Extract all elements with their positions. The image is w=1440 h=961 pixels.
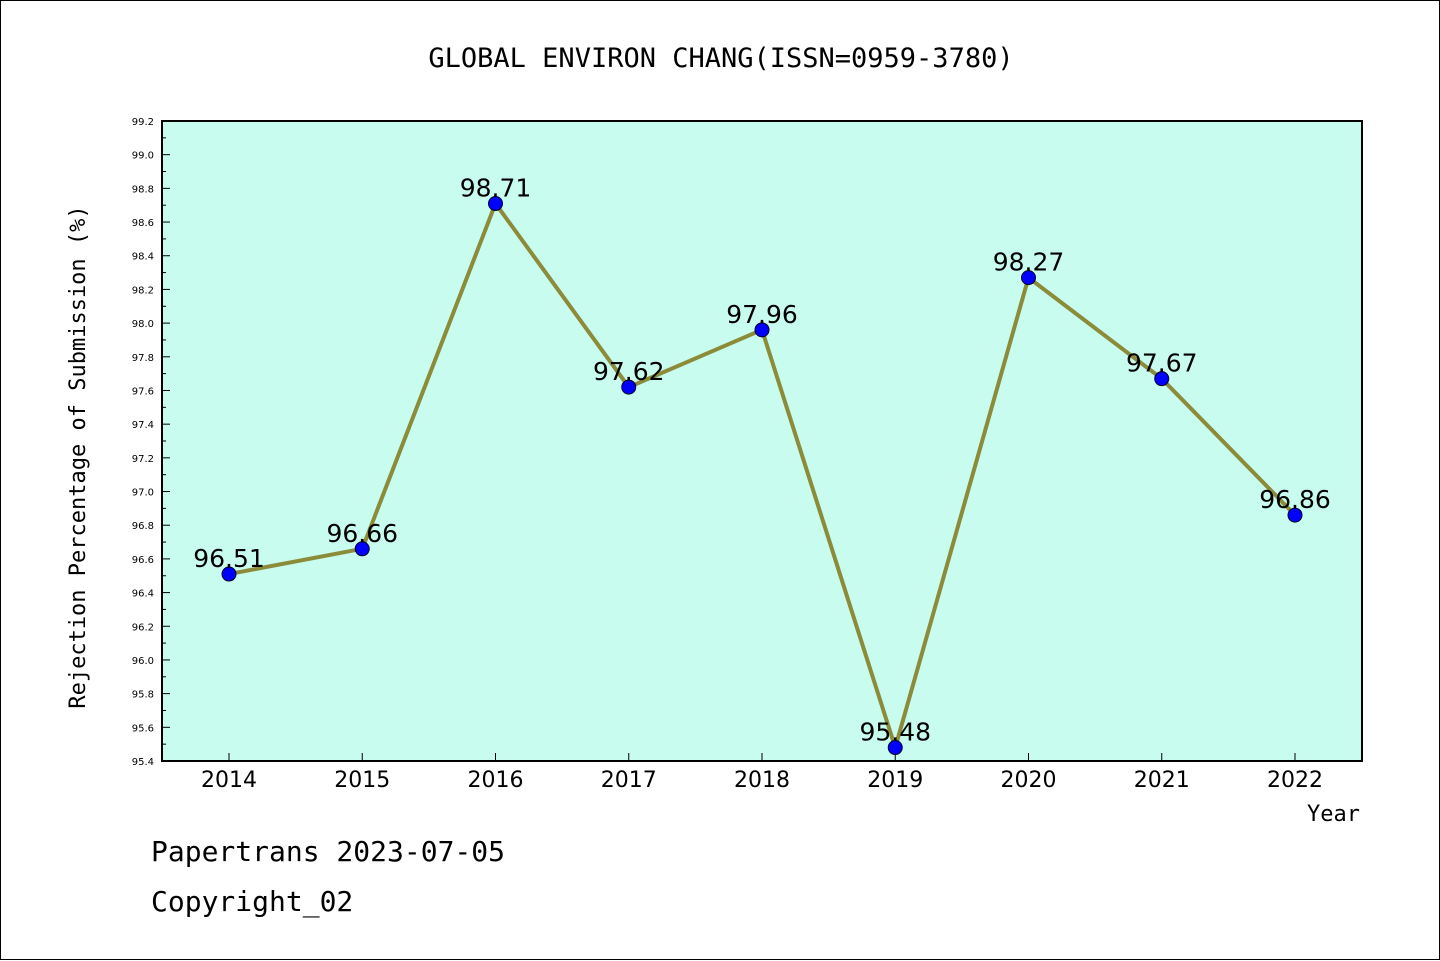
data-point (887, 740, 903, 756)
data-label: 96.51 (193, 544, 265, 573)
y-axis: 95.4 95.6 95.8 96.0 96.2 96.4 96.6 96.8 97.0 97.2… (132, 117, 170, 768)
data-point (1287, 507, 1303, 523)
x-tick-label: 2022 (1267, 768, 1323, 793)
y-tick-label: 96.6 (132, 555, 154, 566)
y-tick-label: 95.6 (132, 723, 154, 734)
y-tick-label: 99.0 (132, 151, 154, 162)
x-axis-label: Year (1307, 802, 1360, 827)
x-tick-label: 2017 (601, 768, 657, 793)
y-tick-label: 98.2 (132, 285, 154, 296)
data-point (488, 196, 503, 212)
x-tick-label: 2019 (867, 768, 923, 793)
data-label: 97.62 (593, 357, 665, 386)
x-tick-label: 2014 (201, 768, 257, 793)
y-tick-label: 97.0 (132, 488, 154, 499)
data-point (221, 566, 237, 582)
data-label: 97.96 (726, 300, 798, 329)
y-tick-label: 98.6 (132, 218, 154, 229)
y-tick-label: 98.4 (132, 252, 154, 263)
y-tick-label: 97.6 (132, 386, 154, 397)
data-point (1021, 270, 1036, 286)
data-label: 95.48 (859, 718, 931, 747)
data-label: 98.27 (993, 248, 1065, 277)
plot-area (162, 121, 1362, 761)
y-tick-label: 96.8 (132, 521, 154, 532)
data-point (1154, 371, 1170, 387)
x-axis: 2014 2015 2016 2017 2018 2019 2020 2021 2022 (201, 753, 1323, 793)
data-point (754, 322, 770, 338)
y-axis-label: Rejection Percentage of Submission (%) (66, 205, 91, 708)
data-label: 96.86 (1259, 485, 1331, 514)
data-series: 96.51 96.66 98.71 97.62 97.96 95.48 98.27 97.67… (193, 174, 1331, 756)
data-label: 97.67 (1126, 349, 1198, 378)
x-tick-label: 2016 (468, 768, 524, 793)
y-tick-label: 98.8 (132, 184, 154, 195)
y-tick-label: 96.4 (132, 589, 154, 600)
footer-date: Papertrans 2023-07-05 (151, 835, 506, 868)
chart-title: GLOBAL ENVIRON CHANG(ISSN=0959-3780) (428, 43, 1013, 74)
y-tick-label: 95.4 (132, 757, 154, 768)
y-tick-label: 98.0 (132, 319, 154, 330)
y-tick-label: 96.0 (132, 656, 154, 667)
y-tick-label: 95.8 (132, 690, 154, 701)
x-tick-label: 2021 (1134, 768, 1190, 793)
data-point (354, 541, 370, 557)
x-tick-label: 2020 (1001, 768, 1057, 793)
plot-border (161, 120, 1363, 762)
y-tick-label: 97.8 (132, 353, 154, 364)
y-tick-label: 97.4 (132, 420, 154, 431)
y-tick-label: 99.2 (132, 117, 154, 128)
y-tick-label: 96.2 (132, 622, 154, 633)
footer-copyright: Copyright_02 (151, 885, 354, 918)
data-label: 98.71 (460, 174, 532, 203)
data-label: 96.66 (326, 519, 398, 548)
y-tick-label: 97.2 (132, 454, 154, 465)
x-tick-label: 2015 (334, 768, 390, 793)
data-point (621, 379, 637, 395)
x-tick-label: 2018 (734, 768, 790, 793)
